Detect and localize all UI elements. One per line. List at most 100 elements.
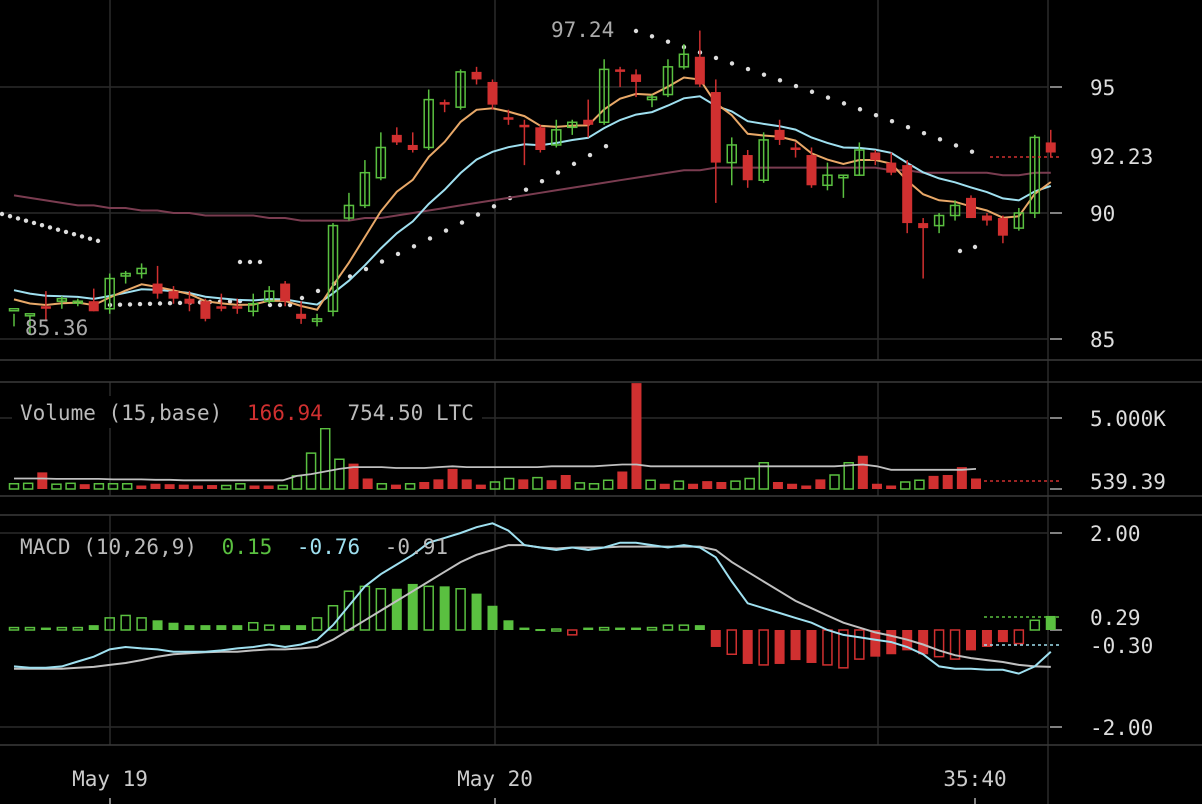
macd-hist-bar (88, 625, 99, 630)
sar-dot (39, 223, 45, 228)
sar-dot (857, 107, 863, 112)
volume-bar (22, 482, 34, 490)
volume-bar (815, 479, 826, 489)
volume-bar (433, 479, 444, 489)
candle-body (439, 102, 450, 105)
macd-hist-bar (120, 614, 131, 631)
macd-hist-bar (678, 624, 690, 631)
sar-dot (972, 244, 978, 250)
macd-hist-bar (168, 622, 179, 630)
volume-tick-5000k: 5.000K (1090, 407, 1166, 431)
volume-bar (914, 479, 925, 490)
sar-dot (889, 118, 895, 124)
candle-body (503, 117, 514, 120)
candle-body (933, 214, 945, 227)
price-tick-90: 90 (1090, 202, 1115, 226)
sar-dot (71, 231, 77, 237)
macd-hist-bar (583, 627, 594, 630)
volume-bar (348, 463, 359, 489)
sar-dot (315, 288, 321, 294)
volume-ma-line (14, 463, 977, 482)
macd-hist-bar (280, 625, 291, 630)
volume-bars (8, 383, 981, 490)
macd-hist-bar (327, 605, 339, 631)
candle-body (72, 300, 84, 304)
sar-dot (491, 204, 497, 209)
sar-dot (523, 187, 529, 192)
time-label-may-20: May 20 (457, 767, 533, 791)
candle-body (136, 267, 147, 275)
sar-dot (427, 236, 433, 241)
macd-hist-bar (535, 629, 546, 632)
sar-dot (953, 143, 959, 148)
macd-hist-bar (758, 629, 769, 666)
sar-dot (649, 34, 655, 39)
candle-body (822, 174, 833, 187)
macd-tick-2: 2.00 (1090, 522, 1141, 546)
sar-dot (475, 212, 481, 217)
candle-body (870, 152, 881, 161)
macd-hist-bar (981, 630, 992, 647)
volume-bar (291, 475, 303, 490)
volume-bar (79, 484, 90, 489)
sar-dot (167, 301, 173, 306)
sar-dot (0, 211, 5, 217)
candle-body (391, 134, 402, 143)
sar-dot (137, 301, 143, 307)
volume-bar (207, 485, 218, 489)
sar-dot (147, 301, 153, 306)
macd-hist-bar (598, 626, 610, 631)
candle-body (120, 272, 131, 277)
volume-bar (772, 482, 783, 489)
sar-dot (777, 78, 783, 83)
macd-hist-bar (263, 624, 275, 631)
candle-body (8, 308, 20, 312)
candle-body (1029, 136, 1041, 214)
volume-bar (857, 455, 868, 489)
macd-lines (13, 522, 1052, 675)
sar-dot (395, 251, 401, 257)
candle-body (327, 224, 339, 313)
macd-hist-bar (136, 617, 147, 631)
candle-body (997, 218, 1008, 236)
macd-hist-bar (631, 627, 642, 630)
volume-bar (702, 481, 713, 489)
macd-hist-bar (662, 624, 674, 631)
volume-bar (645, 479, 656, 490)
sar-dot (363, 266, 369, 272)
sar-dot (905, 124, 911, 130)
volume-bar (730, 480, 741, 490)
macd-label: MACD (10,26,9) (20, 535, 197, 559)
macd-hist-bar (519, 627, 530, 630)
candle-body (200, 301, 211, 319)
sar-dot (177, 300, 183, 306)
macd-hist-bar (710, 630, 721, 647)
candle-body (742, 155, 753, 181)
sar-dot (127, 302, 133, 307)
candle-body (535, 127, 546, 150)
sar-dot (921, 131, 927, 136)
macd-hist-bar (870, 630, 881, 657)
candle-body (248, 302, 259, 313)
candle-body (280, 283, 291, 302)
candle-body (790, 147, 801, 150)
volume-bar (744, 477, 755, 490)
volume-bar (900, 481, 911, 490)
macd-hist-bar (104, 617, 115, 631)
macd-hist-bar (152, 620, 163, 630)
time-label-current: 35:40 (943, 767, 1006, 791)
volume-legend: Volume (15,base) 166.94 754.50 LTC (20, 401, 474, 425)
candle-body (168, 291, 179, 299)
macd-hist-bar (200, 625, 211, 630)
volume-bar (688, 483, 699, 489)
candle-body (407, 144, 418, 150)
sar-dot (247, 259, 253, 265)
macd-hist-bar (471, 593, 482, 630)
volume-bar (319, 427, 331, 490)
macd-hist-bar (184, 625, 195, 630)
macd-hist-bar (1013, 629, 1025, 645)
macd-hist-bar (615, 627, 626, 630)
volume-bar (164, 484, 175, 489)
candle-body (806, 155, 817, 186)
